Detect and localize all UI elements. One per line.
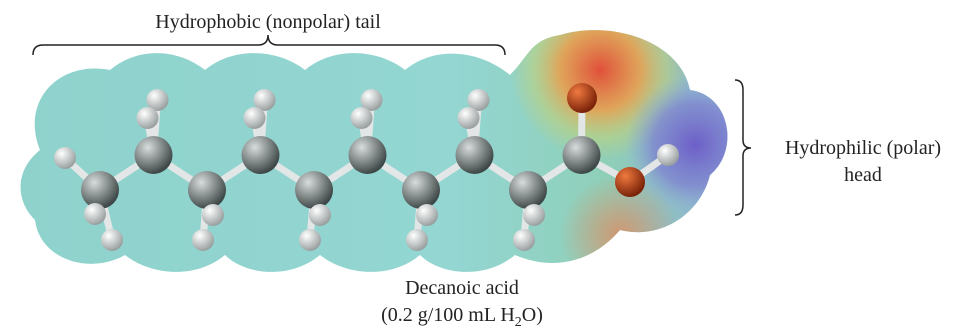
solubility-text: O) <box>522 304 543 326</box>
hydrogen-atom <box>309 204 331 226</box>
diagram: Hydrophobic (nonpolar) tail Hydrophilic … <box>0 0 967 328</box>
subscript: 2 <box>515 315 522 328</box>
hydrogen-atom <box>101 229 123 251</box>
hydrogen-atom <box>416 204 438 226</box>
solubility: (0.2 g/100 mL H2O) <box>381 304 543 328</box>
carbon-atom <box>295 171 333 209</box>
hydrogen-atom <box>299 229 321 251</box>
hydrogen-atom <box>458 107 480 129</box>
hydrogen-atom <box>406 229 428 251</box>
carbon-atom <box>349 136 387 174</box>
hydrogen-atom <box>137 107 159 129</box>
hydrogen-atom <box>351 107 373 129</box>
hydrogen-atom <box>84 203 106 225</box>
carbon-atom <box>509 171 547 209</box>
molecule-name: Decanoic acid <box>405 277 519 299</box>
oxygen-atom <box>615 167 645 197</box>
carbon-atom <box>563 136 601 174</box>
carbon-atom <box>188 171 226 209</box>
oxygen-atom <box>567 83 597 113</box>
hydrogen-atom <box>244 107 266 129</box>
hydrogen-atom <box>54 147 76 169</box>
carbon-atom <box>81 171 119 209</box>
hydrogen-atom <box>523 204 545 226</box>
carbon-atom <box>242 136 280 174</box>
tail-brace <box>33 35 505 55</box>
carbon-atom <box>402 171 440 209</box>
carbon-atom <box>135 136 173 174</box>
head-label: head <box>844 164 882 186</box>
carbon-atom <box>456 136 494 174</box>
tail-label: Hydrophobic (nonpolar) tail <box>155 11 381 33</box>
head-label: Hydrophilic (polar) <box>785 137 941 159</box>
hydrogen-atom <box>513 229 535 251</box>
head-brace <box>735 80 751 215</box>
hydrogen-atom <box>657 144 679 166</box>
hydrogen-atom <box>192 229 214 251</box>
solubility-text: (0.2 g/100 mL H <box>381 304 515 326</box>
hydrogen-atom <box>202 204 224 226</box>
